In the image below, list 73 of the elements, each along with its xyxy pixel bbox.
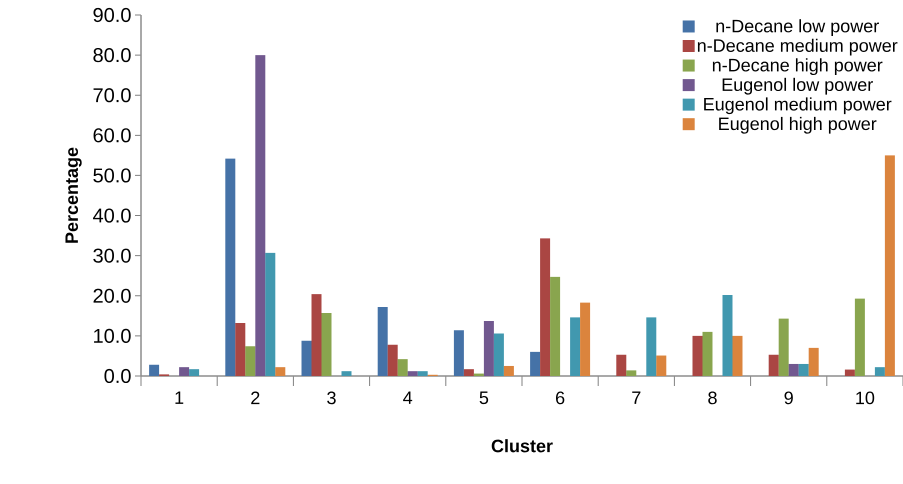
y-tick-label: 20.0 [94, 288, 131, 303]
y-tick-label: 40.0 [93, 208, 131, 223]
bar [580, 302, 590, 376]
bar [626, 370, 636, 376]
y-tick-label: 30.0 [93, 248, 131, 263]
bar [874, 367, 885, 376]
x-tick-label: 8 [708, 392, 717, 404]
x-tick-label: 10 [856, 392, 874, 404]
bar [616, 354, 626, 376]
bar [189, 369, 200, 376]
y-tick-label: 0.0 [104, 368, 131, 384]
bar [844, 370, 855, 376]
bar [408, 371, 418, 376]
y-axis-title: Percentage [65, 148, 82, 243]
bar [484, 321, 494, 376]
bar [808, 348, 819, 376]
x-axis-title: Cluster [492, 439, 553, 452]
y-tick-label: 10.0 [94, 328, 131, 343]
x-tick-label: 9 [784, 392, 793, 404]
x-tick-label: 5 [480, 392, 488, 404]
bar [504, 366, 514, 376]
bar [275, 367, 286, 376]
bar [312, 294, 322, 376]
y-tick-label: 60.0 [94, 128, 131, 142]
bar [494, 333, 504, 376]
bar [732, 336, 742, 376]
y-tick-label: 80.0 [93, 48, 131, 62]
bar [646, 317, 656, 376]
bar [854, 298, 865, 376]
x-tick-label: 2 [251, 392, 260, 404]
bar [656, 356, 666, 376]
bar [378, 307, 388, 376]
bar [530, 352, 540, 376]
legend-label: n-Decane medium power [698, 38, 898, 56]
bar [702, 332, 712, 376]
legend-label: n-Decane low power [716, 19, 879, 36]
bar [418, 371, 428, 376]
bar [722, 294, 732, 376]
x-tick-label: 3 [327, 392, 336, 404]
x-tick-label: 4 [403, 392, 412, 404]
bar [778, 318, 789, 376]
bar [398, 359, 408, 376]
y-tick-label: 90.0 [93, 8, 131, 22]
bar [342, 371, 352, 376]
bar [454, 330, 464, 376]
bar [322, 313, 332, 376]
bar [570, 317, 580, 376]
legend-label: Eugenol high power [719, 116, 876, 134]
x-tick-label: 1 [175, 392, 184, 404]
bar [388, 344, 398, 376]
bar [768, 354, 779, 376]
bar [245, 346, 256, 376]
bar [255, 55, 266, 376]
bar [302, 340, 312, 376]
bar [692, 336, 702, 376]
bar [235, 323, 246, 376]
y-tick-label: 50.0 [93, 168, 131, 183]
bar [265, 252, 276, 376]
legend-label: Eugenol medium power [704, 97, 892, 114]
bar [540, 238, 550, 376]
bar [464, 369, 474, 376]
x-tick-label: 6 [556, 392, 564, 404]
bar [798, 364, 809, 376]
y-tick-label: 70.0 [94, 88, 131, 102]
bar [550, 276, 560, 376]
bar [884, 155, 895, 376]
bar [179, 367, 190, 376]
x-tick-label: 7 [632, 392, 640, 404]
legend-label: n-Decane high power [712, 58, 882, 76]
bar [225, 158, 236, 376]
bar [149, 364, 160, 376]
legend-label: Eugenol low power [722, 78, 873, 95]
bar [788, 364, 799, 376]
